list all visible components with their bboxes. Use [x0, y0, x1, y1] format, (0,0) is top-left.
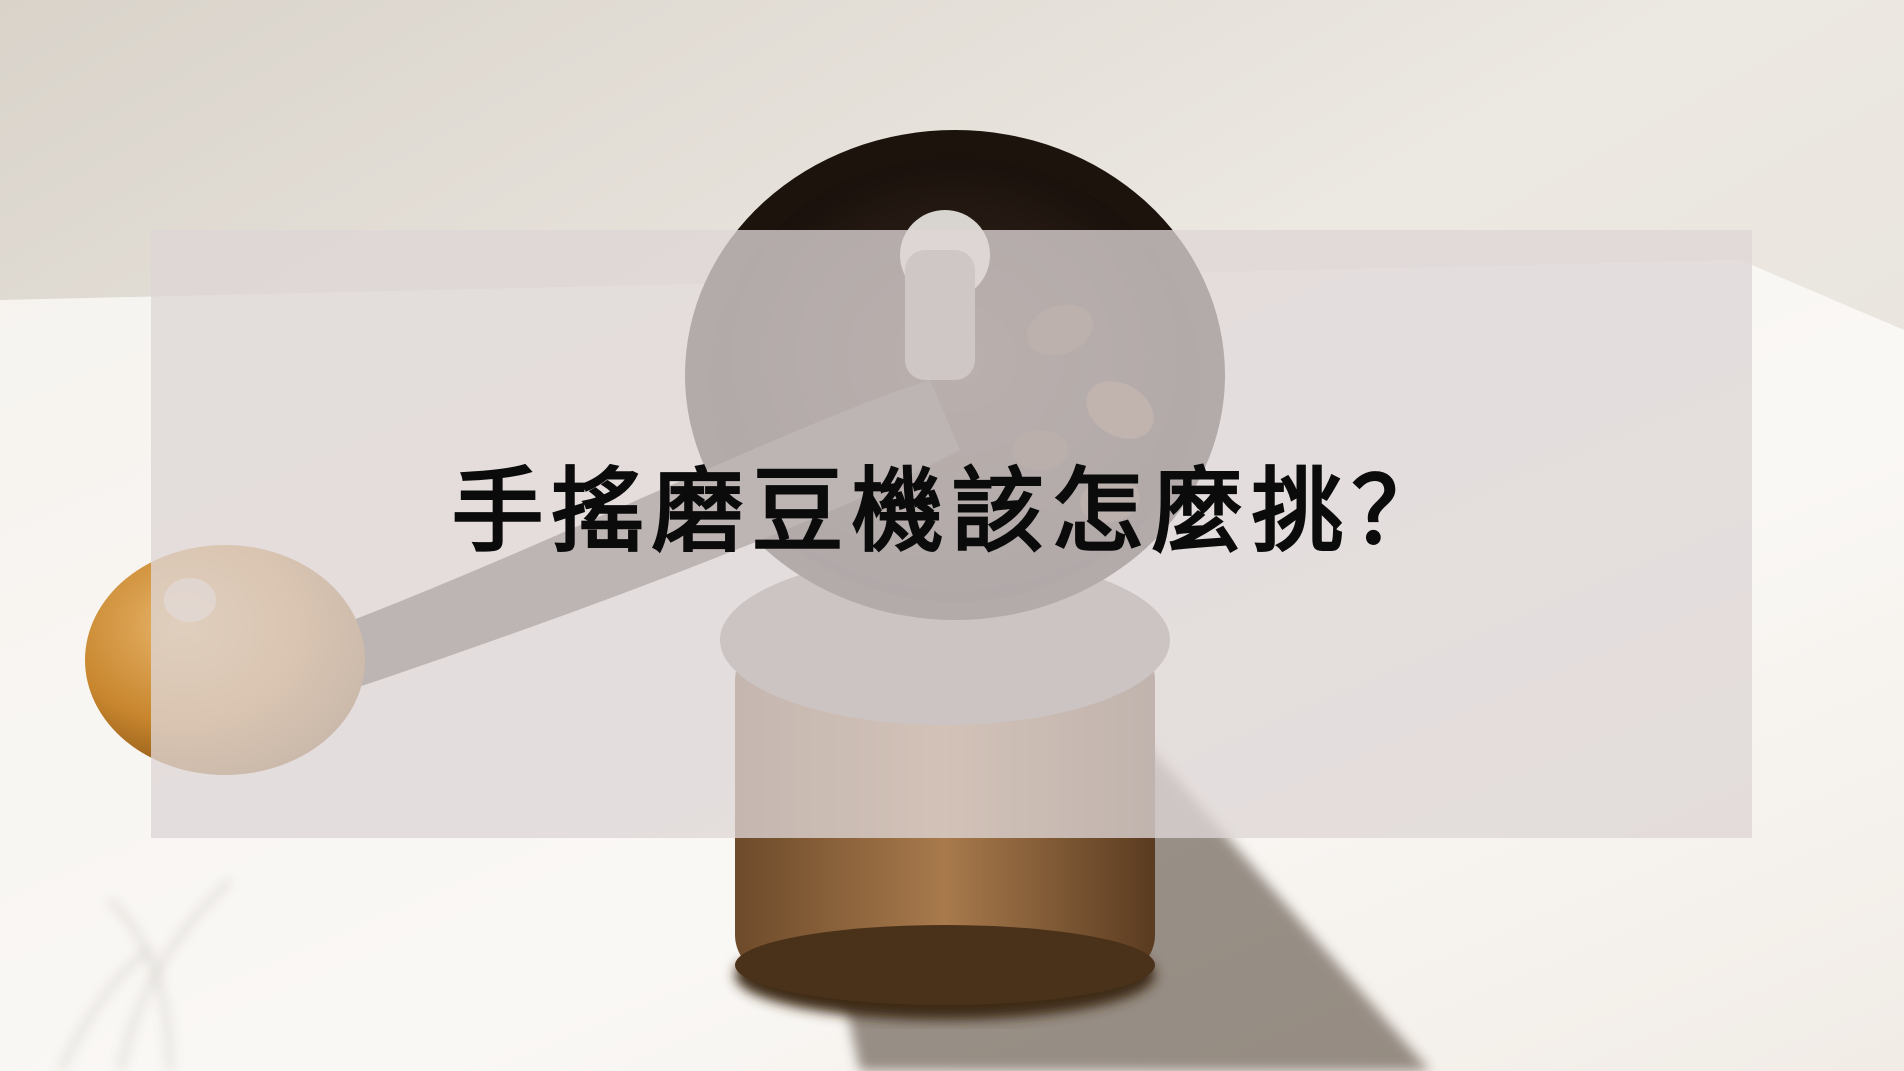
title-banner: 手搖磨豆機該怎麼挑？ — [151, 230, 1752, 838]
page-title: 手搖磨豆機該怎麼挑？ — [451, 458, 1452, 565]
